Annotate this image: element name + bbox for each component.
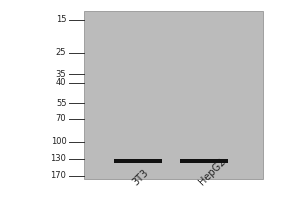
- Text: 3T3: 3T3: [131, 168, 151, 187]
- Text: 15: 15: [56, 15, 66, 24]
- Text: 40: 40: [56, 78, 66, 87]
- Text: 130: 130: [50, 154, 66, 163]
- Text: 70: 70: [56, 114, 66, 123]
- Bar: [180, 159, 228, 163]
- Text: 170: 170: [50, 171, 66, 180]
- Text: 100: 100: [51, 137, 66, 146]
- Text: 25: 25: [56, 48, 66, 57]
- Text: HepG2: HepG2: [197, 157, 227, 187]
- Bar: [114, 159, 162, 163]
- Text: 55: 55: [56, 99, 66, 108]
- Text: 35: 35: [56, 70, 66, 79]
- Bar: [84, 11, 263, 179]
